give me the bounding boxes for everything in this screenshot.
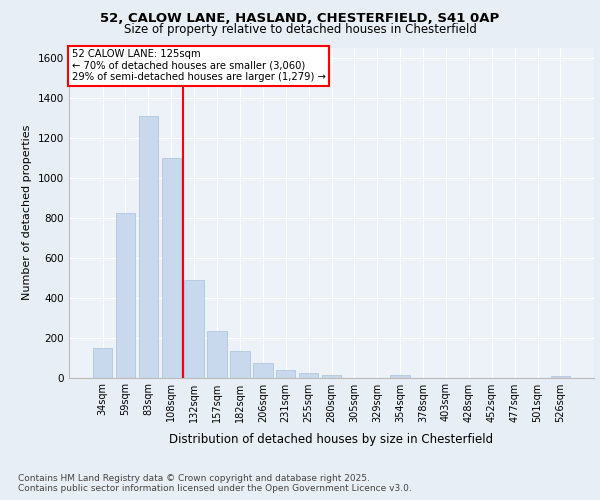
- Bar: [161, 158, 181, 378]
- Bar: [276, 370, 295, 378]
- Y-axis label: Number of detached properties: Number of detached properties: [22, 125, 32, 300]
- Text: Contains public sector information licensed under the Open Government Licence v3: Contains public sector information licen…: [18, 484, 412, 493]
- X-axis label: Distribution of detached houses by size in Chesterfield: Distribution of detached houses by size …: [169, 433, 494, 446]
- Bar: [391, 374, 410, 378]
- Text: Contains HM Land Registry data © Crown copyright and database right 2025.: Contains HM Land Registry data © Crown c…: [18, 474, 370, 483]
- Text: 52 CALOW LANE: 125sqm
← 70% of detached houses are smaller (3,060)
29% of semi-d: 52 CALOW LANE: 125sqm ← 70% of detached …: [71, 49, 325, 82]
- Bar: [299, 373, 319, 378]
- Bar: [208, 331, 227, 378]
- Text: 52, CALOW LANE, HASLAND, CHESTERFIELD, S41 0AP: 52, CALOW LANE, HASLAND, CHESTERFIELD, S…: [100, 12, 500, 26]
- Bar: [230, 350, 250, 378]
- Bar: [322, 375, 341, 378]
- Bar: [116, 212, 135, 378]
- Bar: [139, 116, 158, 378]
- Text: Size of property relative to detached houses in Chesterfield: Size of property relative to detached ho…: [124, 22, 476, 36]
- Bar: [93, 348, 112, 378]
- Bar: [253, 363, 272, 378]
- Bar: [551, 376, 570, 378]
- Bar: [184, 280, 204, 378]
